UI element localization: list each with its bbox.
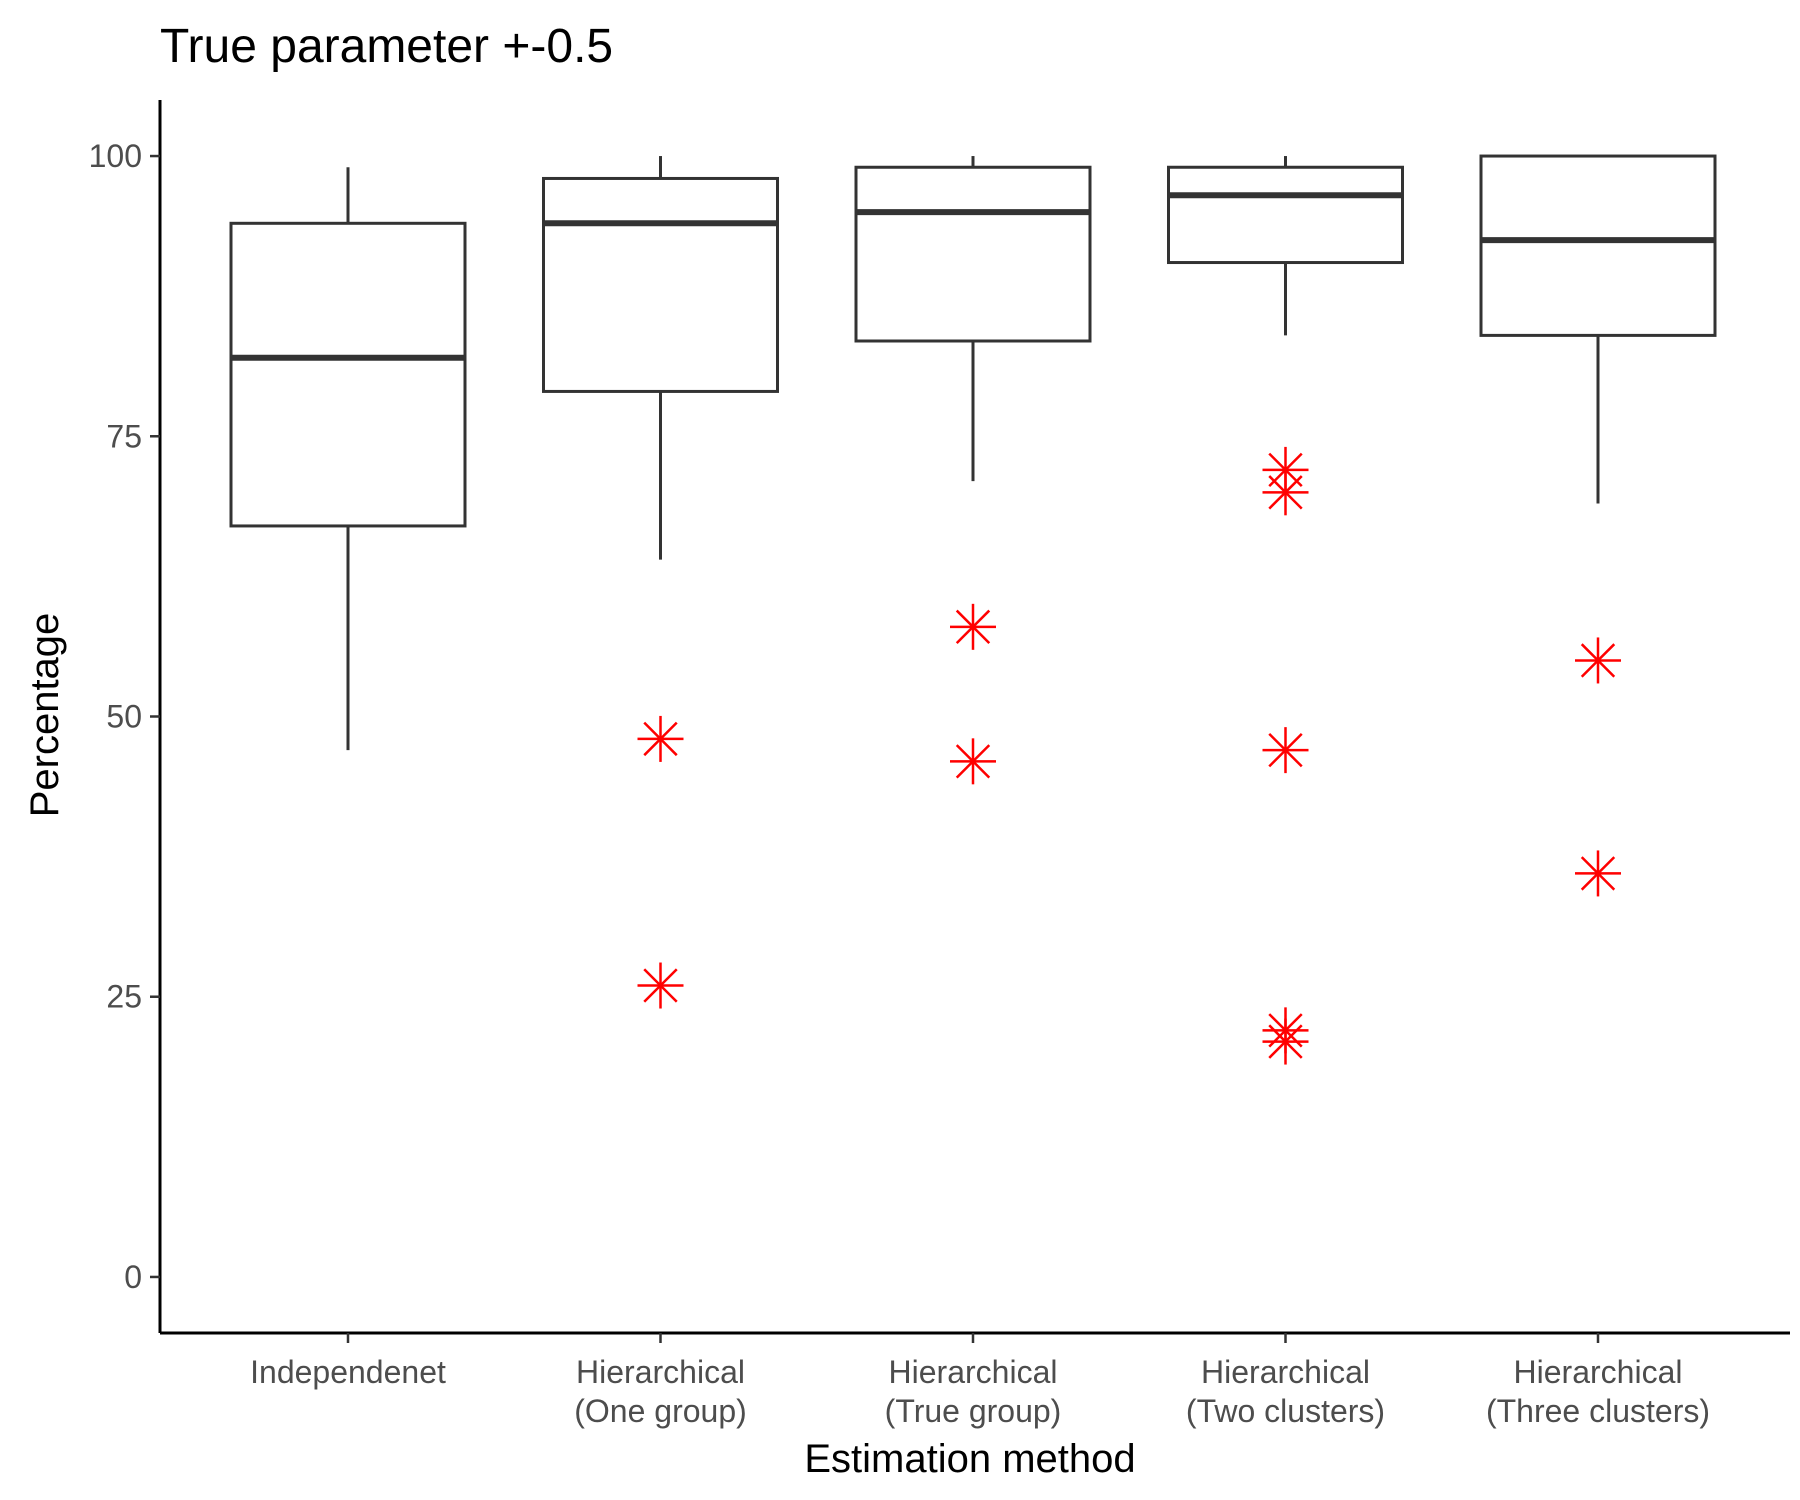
x-tick-label-line: (Two clusters) xyxy=(1186,1393,1385,1429)
x-axis-title: Estimation method xyxy=(804,1437,1135,1481)
box-group xyxy=(1167,156,1404,1065)
x-tick-label: Hierarchical (One group) xyxy=(574,1354,747,1429)
x-tick-label-line: (True group) xyxy=(885,1393,1062,1429)
iqr-box xyxy=(854,165,1092,343)
outlier-point xyxy=(637,715,684,762)
x-tick-label-line: Hierarchical xyxy=(1201,1354,1370,1390)
x-tick-label: Hierarchical (True group) xyxy=(885,1354,1062,1429)
iqr-box xyxy=(1167,165,1404,265)
box-group xyxy=(1479,154,1717,897)
iqr-box xyxy=(542,176,779,393)
x-tick-label: Hierarchical (Three clusters) xyxy=(1486,1354,1710,1429)
chart-title: True parameter +-0.5 xyxy=(160,20,613,73)
outlier-point xyxy=(1575,637,1621,684)
x-tick-label-line: Hierarchical xyxy=(576,1354,745,1390)
box-group xyxy=(854,156,1092,785)
outlier-point xyxy=(950,603,996,650)
outlier-point xyxy=(1575,850,1621,897)
outlier-point xyxy=(1262,727,1309,774)
outlier-point xyxy=(637,962,684,1009)
outlier-point xyxy=(1262,1018,1309,1065)
plot-area xyxy=(229,154,1717,1065)
box-group xyxy=(229,167,467,751)
x-tick-label-line: (One group) xyxy=(574,1393,747,1429)
y-tick-label: 75 xyxy=(106,418,142,454)
outlier-point xyxy=(1262,469,1309,516)
y-tick-label: 100 xyxy=(89,138,142,174)
y-tick-label: 50 xyxy=(106,699,142,735)
x-tick-label-line: Independenet xyxy=(250,1354,446,1390)
y-tick-label: 0 xyxy=(124,1259,142,1295)
x-tick-label: Hierarchical (Two clusters) xyxy=(1186,1354,1385,1429)
y-axis-title: Percentage xyxy=(23,613,67,818)
y-axis-ticks: 0 25 50 75 100 xyxy=(89,138,160,1295)
x-tick-label: Independenet xyxy=(250,1354,446,1390)
x-axis-ticks: Independenet Hierarchical (One group)Hiera… xyxy=(250,1333,1710,1429)
outlier-point xyxy=(950,738,996,785)
x-tick-label-line: Hierarchical xyxy=(889,1354,1058,1390)
box-group xyxy=(542,156,779,1009)
x-tick-label-line: (Three clusters) xyxy=(1486,1393,1710,1429)
y-tick-label: 25 xyxy=(106,979,142,1015)
x-tick-label-line: Hierarchical xyxy=(1514,1354,1683,1390)
iqr-box xyxy=(1479,154,1717,337)
iqr-box xyxy=(229,221,467,528)
